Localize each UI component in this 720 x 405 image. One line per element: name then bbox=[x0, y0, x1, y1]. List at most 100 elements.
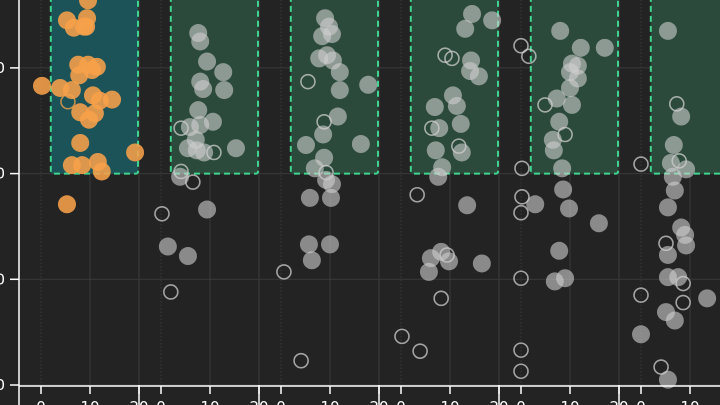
data-point-hollow bbox=[513, 204, 529, 221]
data-point bbox=[556, 269, 575, 288]
data-point bbox=[32, 76, 51, 95]
data-point bbox=[92, 162, 111, 181]
data-point-hollow bbox=[154, 205, 170, 222]
data-point bbox=[458, 196, 477, 215]
data-point bbox=[560, 199, 579, 218]
data-point-hollow bbox=[513, 270, 529, 287]
data-point bbox=[421, 249, 440, 268]
data-point bbox=[677, 160, 696, 179]
data-point bbox=[191, 115, 210, 134]
data-point bbox=[677, 236, 696, 255]
y-tick-label: 0 bbox=[0, 376, 5, 394]
data-point bbox=[103, 90, 122, 109]
x-tick-label: 10 bbox=[440, 398, 459, 405]
data-point bbox=[194, 80, 213, 99]
x-tick-label: 10 bbox=[200, 398, 219, 405]
x-tick-label: 0 bbox=[516, 398, 526, 405]
data-point bbox=[328, 107, 347, 126]
data-point bbox=[544, 141, 563, 160]
data-point bbox=[658, 21, 677, 40]
data-point bbox=[672, 107, 691, 126]
data-point bbox=[73, 156, 92, 175]
x-tick-label: 0 bbox=[36, 398, 46, 405]
data-point bbox=[665, 181, 684, 200]
data-point bbox=[698, 289, 717, 308]
data-point-hollow bbox=[206, 144, 222, 161]
data-point bbox=[321, 235, 339, 254]
data-point-hollow bbox=[163, 284, 179, 300]
x-tick-label: 0 bbox=[636, 398, 646, 405]
data-point bbox=[551, 21, 570, 40]
data-point bbox=[330, 63, 349, 82]
x-tick-label: 10 bbox=[680, 398, 699, 405]
data-point-hollow bbox=[409, 186, 425, 203]
data-point bbox=[664, 136, 683, 155]
data-point bbox=[126, 143, 145, 162]
data-point bbox=[300, 188, 319, 207]
data-point bbox=[550, 112, 569, 131]
data-point-hollow bbox=[513, 37, 529, 54]
data-point-hollow bbox=[293, 352, 309, 369]
data-point bbox=[526, 195, 545, 214]
data-point bbox=[299, 235, 318, 254]
data-point-hollow bbox=[60, 93, 76, 110]
facet-panel bbox=[139, 0, 260, 386]
data-point bbox=[214, 63, 233, 82]
data-point bbox=[322, 25, 341, 44]
data-point bbox=[57, 195, 76, 214]
data-point-hollow bbox=[394, 328, 410, 345]
data-point-hollow bbox=[444, 50, 460, 67]
x-tick-label: 10 bbox=[320, 398, 339, 405]
data-point bbox=[215, 81, 234, 100]
data-point-hollow bbox=[675, 294, 691, 311]
data-point bbox=[447, 96, 466, 115]
facet-panel bbox=[19, 0, 145, 386]
data-point bbox=[77, 17, 96, 36]
data-point bbox=[80, 110, 99, 129]
data-point bbox=[463, 4, 482, 23]
data-point bbox=[178, 247, 197, 266]
x-tick-label: 0 bbox=[396, 398, 406, 405]
data-point bbox=[658, 245, 677, 264]
data-point bbox=[665, 311, 684, 330]
data-point bbox=[226, 139, 245, 158]
data-point bbox=[426, 141, 445, 160]
data-point bbox=[158, 237, 177, 256]
data-point bbox=[554, 180, 573, 199]
data-point-hollow bbox=[300, 73, 316, 90]
x-tick-label: 0 bbox=[156, 398, 166, 405]
data-point bbox=[419, 262, 438, 281]
facet-panel bbox=[379, 0, 502, 386]
data-point-hollow bbox=[521, 48, 537, 65]
data-point-hollow bbox=[185, 174, 201, 190]
data-point bbox=[198, 200, 217, 219]
data-point bbox=[553, 159, 572, 178]
y-tick-label: 0 bbox=[0, 270, 5, 288]
data-point bbox=[351, 135, 370, 154]
data-point bbox=[669, 268, 688, 287]
data-point bbox=[296, 136, 315, 155]
data-point-hollow bbox=[437, 47, 453, 64]
data-point bbox=[79, 0, 98, 10]
facet-panel bbox=[499, 0, 620, 386]
data-point bbox=[550, 241, 569, 260]
data-point bbox=[321, 188, 340, 207]
data-point-hollow bbox=[514, 189, 530, 205]
data-point bbox=[71, 133, 90, 152]
data-point-hollow bbox=[633, 156, 649, 172]
data-point bbox=[632, 325, 650, 344]
data-point bbox=[430, 119, 449, 138]
data-point bbox=[595, 38, 614, 57]
data-point bbox=[314, 125, 333, 144]
highlight-region bbox=[649, 0, 720, 175]
y-tick-label: 0 bbox=[0, 165, 5, 183]
data-point-hollow bbox=[276, 264, 292, 280]
x-tick-label: 10 bbox=[560, 398, 579, 405]
data-point bbox=[451, 114, 470, 133]
data-point bbox=[330, 81, 349, 100]
data-point bbox=[483, 11, 502, 30]
data-point bbox=[658, 198, 677, 217]
data-point bbox=[571, 38, 590, 57]
